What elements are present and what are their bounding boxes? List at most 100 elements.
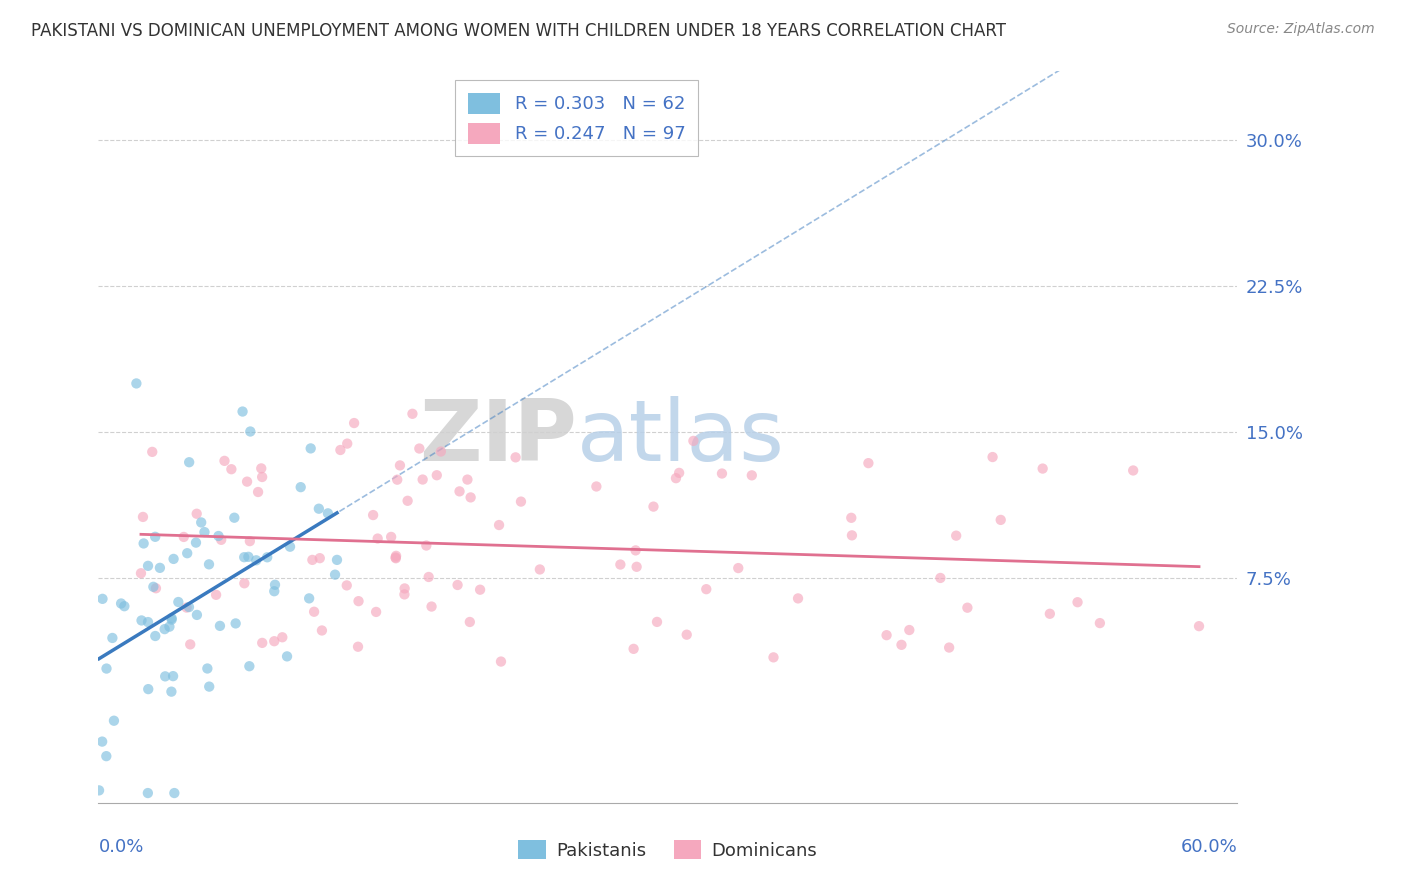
Point: [238, 549, 260, 564]
Point: [136, 786, 159, 800]
Point: [489, 655, 512, 669]
Point: [623, 641, 645, 656]
Text: Source: ZipAtlas.com: Source: ZipAtlas.com: [1227, 22, 1375, 37]
Point: [207, 529, 229, 543]
Point: [945, 529, 967, 543]
Point: [956, 600, 979, 615]
Point: [609, 558, 631, 572]
Point: [298, 591, 321, 606]
Point: [278, 540, 301, 554]
Point: [1088, 616, 1111, 631]
Point: [214, 454, 236, 468]
Point: [290, 480, 312, 494]
Point: [239, 534, 262, 549]
Point: [153, 622, 176, 636]
Point: [446, 578, 468, 592]
Text: 60.0%: 60.0%: [1181, 838, 1237, 856]
Point: [981, 450, 1004, 464]
Point: [162, 552, 184, 566]
Point: [163, 786, 186, 800]
Point: [198, 558, 221, 572]
Point: [233, 576, 256, 591]
Point: [643, 500, 665, 514]
Point: [208, 619, 231, 633]
Point: [250, 461, 273, 475]
Point: [938, 640, 960, 655]
Point: [110, 597, 132, 611]
Point: [675, 628, 697, 642]
Point: [361, 508, 384, 522]
Point: [510, 494, 533, 508]
Point: [263, 634, 285, 648]
Point: [143, 530, 166, 544]
Point: [645, 615, 668, 629]
Point: [143, 629, 166, 643]
Point: [179, 637, 201, 651]
Point: [430, 444, 453, 458]
Point: [149, 561, 172, 575]
Point: [695, 582, 717, 597]
Point: [727, 561, 749, 575]
Point: [245, 553, 267, 567]
Point: [1066, 595, 1088, 609]
Point: [458, 615, 481, 629]
Text: ZIP: ZIP: [419, 395, 576, 479]
Point: [186, 507, 208, 521]
Text: atlas: atlas: [576, 395, 785, 479]
Point: [91, 591, 114, 606]
Point: [890, 638, 912, 652]
Point: [426, 468, 449, 483]
Point: [263, 584, 285, 599]
Point: [665, 471, 688, 485]
Point: [160, 611, 183, 625]
Point: [898, 623, 921, 637]
Point: [190, 516, 212, 530]
Point: [323, 567, 346, 582]
Point: [420, 599, 443, 614]
Point: [136, 558, 159, 573]
Point: [96, 749, 118, 764]
Point: [167, 595, 190, 609]
Point: [367, 532, 389, 546]
Point: [132, 536, 155, 550]
Point: [385, 549, 408, 563]
Point: [336, 578, 359, 592]
Point: [626, 559, 648, 574]
Point: [173, 530, 195, 544]
Text: 0.0%: 0.0%: [98, 838, 143, 856]
Point: [159, 620, 181, 634]
Point: [384, 550, 406, 565]
Point: [1032, 461, 1054, 475]
Point: [311, 624, 333, 638]
Point: [264, 578, 287, 592]
Point: [668, 466, 690, 480]
Point: [250, 470, 273, 484]
Point: [236, 475, 259, 489]
Point: [224, 510, 246, 524]
Point: [1039, 607, 1062, 621]
Point: [380, 530, 402, 544]
Point: [129, 566, 152, 581]
Point: [112, 599, 135, 614]
Point: [347, 594, 370, 608]
Point: [468, 582, 491, 597]
Point: [233, 550, 256, 565]
Point: [343, 416, 366, 430]
Point: [299, 442, 322, 456]
Point: [682, 434, 704, 448]
Point: [415, 539, 437, 553]
Legend: Pakistanis, Dominicans: Pakistanis, Dominicans: [512, 833, 824, 867]
Point: [162, 669, 184, 683]
Point: [276, 649, 298, 664]
Point: [741, 468, 763, 483]
Point: [209, 533, 232, 547]
Point: [153, 669, 176, 683]
Point: [302, 605, 325, 619]
Point: [990, 513, 1012, 527]
Point: [198, 680, 221, 694]
Point: [347, 640, 370, 654]
Point: [1122, 463, 1144, 477]
Point: [238, 659, 260, 673]
Point: [787, 591, 810, 606]
Point: [308, 551, 330, 566]
